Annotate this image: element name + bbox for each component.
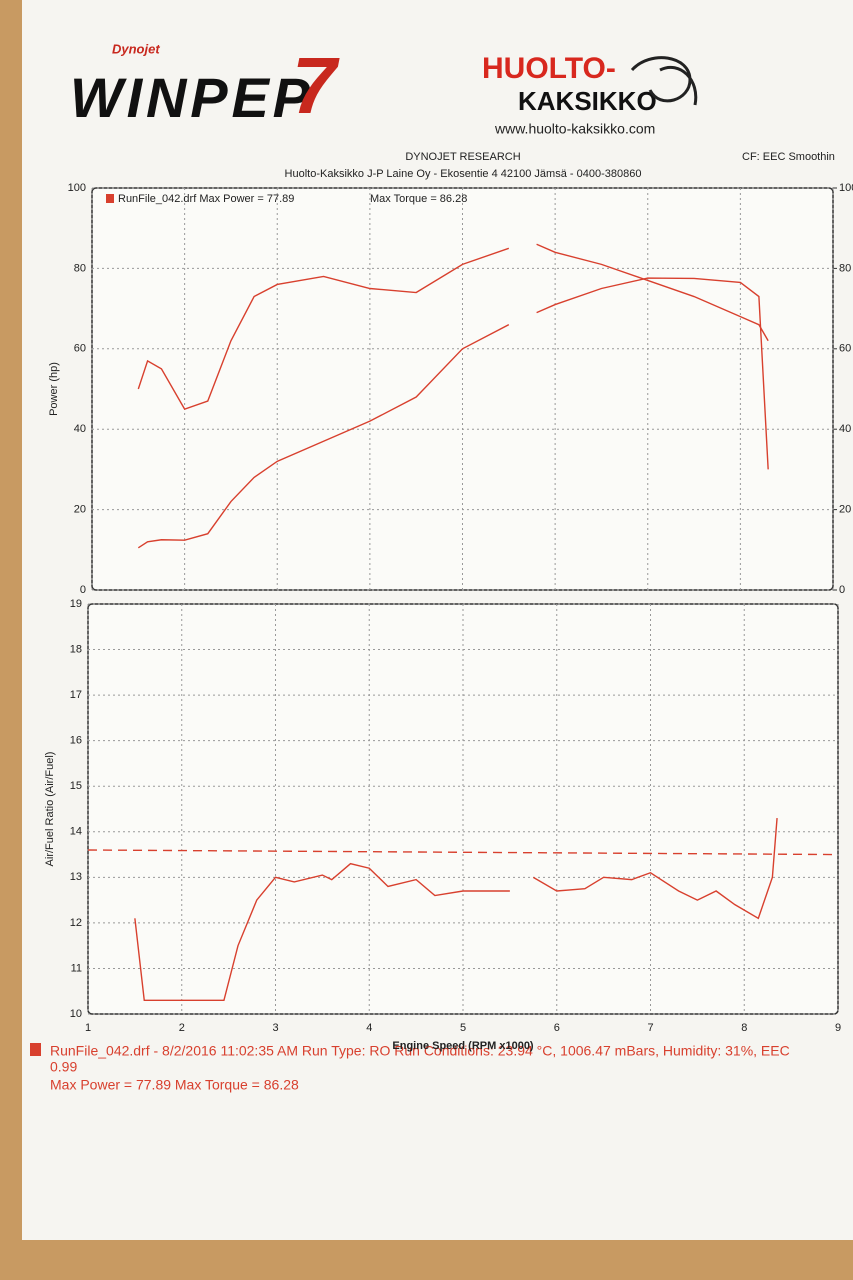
y-tick-label: 20: [74, 504, 86, 516]
y2-tick-label: 100: [839, 182, 853, 194]
shop-name-black: KAKSIKKO: [518, 86, 657, 116]
x-axis-title: Engine Speed (RPM x1000): [392, 1040, 534, 1052]
y-tick-label: 16: [70, 735, 82, 747]
x-tick-label: 2: [179, 1022, 185, 1034]
y-tick-label: 11: [71, 962, 82, 974]
logo-brand: Dynojet: [112, 41, 160, 56]
y-tick-label: 12: [70, 917, 82, 929]
y2-tick-label: 20: [839, 504, 851, 516]
y-axis-title: Power (hp): [48, 362, 60, 416]
data-line: [137, 243, 769, 410]
y-tick-label: 80: [74, 262, 86, 274]
data-line: [134, 818, 778, 1002]
y-tick-label: 14: [70, 826, 82, 838]
company: DYNOJET RESEARCH: [405, 151, 520, 163]
address: Huolto-Kaksikko J-P Laine Oy - Ekosentie…: [285, 168, 642, 180]
shop-logo-icon: [630, 56, 698, 106]
logo-number: 7: [292, 41, 340, 130]
footer-legend-swatch: [30, 1043, 41, 1056]
y-axis-title: Air/Fuel Ratio (Air/Fuel): [44, 752, 56, 867]
x-tick-label: 4: [366, 1022, 372, 1034]
y2-tick-label: 40: [839, 423, 851, 435]
y-tick-label: 100: [68, 182, 86, 194]
y-tick-label: 10: [70, 1008, 82, 1020]
correction-factor: CF: EEC Smoothin: [742, 151, 835, 163]
y-tick-label: 0: [80, 584, 86, 596]
logo: WINPEP: [70, 66, 311, 129]
shop-url: www.huolto-kaksikko.com: [494, 121, 655, 137]
legend-swatch: [106, 194, 114, 203]
y2-tick-label: 80: [839, 262, 851, 274]
y-tick-label: 40: [74, 423, 86, 435]
y-tick-label: 15: [70, 780, 82, 792]
x-tick-label: 1: [85, 1022, 91, 1034]
x-tick-label: 7: [647, 1022, 653, 1034]
x-tick-label: 3: [272, 1022, 278, 1034]
y2-tick-label: 0: [839, 584, 845, 596]
reference-line: [87, 849, 839, 856]
y-tick-label: 19: [70, 598, 82, 610]
legend-entry: RunFile_042.drf Max Power = 77.89: [118, 193, 294, 205]
footer-line: Max Power = 77.89 Max Torque = 86.28: [50, 1077, 299, 1093]
y2-tick-label: 60: [839, 343, 851, 355]
y-tick-label: 13: [70, 871, 82, 883]
y-tick-label: 60: [74, 343, 86, 355]
shop-name-red: HUOLTO-: [482, 52, 616, 85]
x-tick-label: 6: [554, 1022, 560, 1034]
legend-entry: Max Torque = 86.28: [370, 193, 467, 205]
x-tick-label: 5: [460, 1022, 466, 1034]
x-tick-label: 9: [835, 1022, 841, 1034]
data-line: [137, 277, 769, 549]
x-tick-label: 8: [741, 1022, 747, 1034]
y-tick-label: 18: [70, 643, 82, 655]
footer-line: RunFile_042.drf - 8/2/2016 11:02:35 AM R…: [50, 1043, 790, 1059]
footer-line: 0.99: [50, 1059, 77, 1075]
y-tick-label: 17: [70, 689, 82, 701]
